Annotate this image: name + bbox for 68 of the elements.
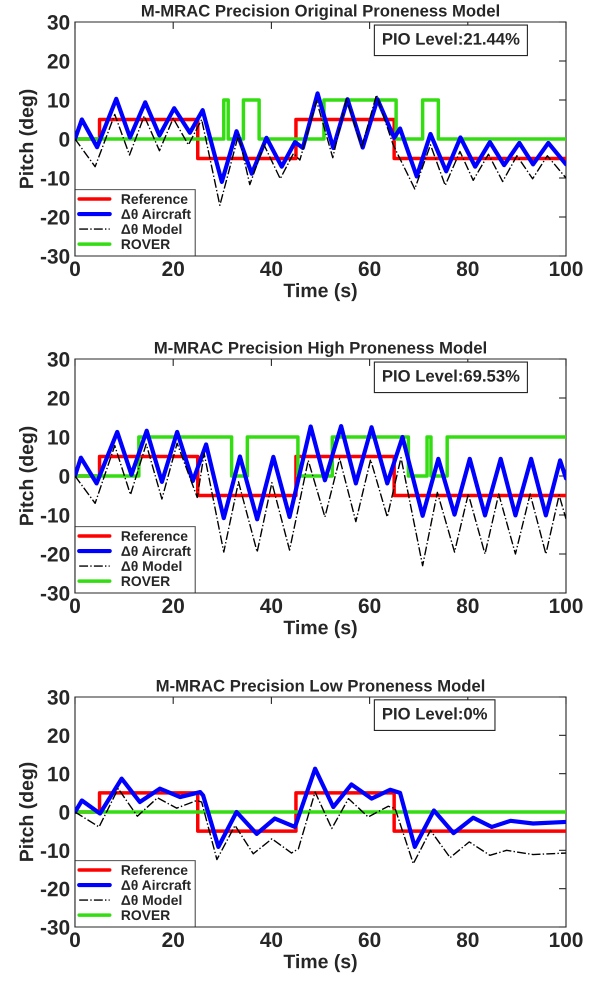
y-tick-label: -10: [40, 508, 70, 523]
x-tick-label: 80: [456, 598, 479, 614]
x-tick-label: 100: [550, 932, 583, 948]
y-tick-label: -20: [40, 210, 70, 225]
x-tick-label: 20: [162, 261, 184, 276]
line-series: [75, 788, 566, 864]
legend-label: Δθ Model: [121, 560, 182, 572]
y-tick-label: -10: [40, 171, 70, 186]
y-tick-label: 30: [47, 15, 70, 30]
y-tick-label: -10: [40, 843, 70, 858]
y-tick-label: 10: [48, 766, 70, 782]
annotation: PIO Level:0%: [382, 707, 488, 720]
legend-label: ROVER: [122, 239, 170, 250]
x-tick-label: 0: [70, 932, 80, 948]
legend-label: ROVER: [122, 576, 170, 586]
y-tick-label: 0: [59, 805, 70, 820]
line-series: [75, 94, 566, 206]
x-tick-label: 40: [260, 261, 282, 276]
line-series: [75, 766, 566, 849]
y-tick-label: -20: [40, 547, 70, 562]
y-tick-label: 0: [59, 469, 70, 484]
x-tick-label: 60: [358, 932, 380, 948]
y-tick-label: 30: [47, 352, 70, 367]
legend-label: Δθ Aircraft: [121, 880, 191, 890]
legend-label: Reference: [122, 864, 188, 875]
y-axis-title: Pitch (deg): [19, 426, 38, 525]
legend-label: Δθ Aircraft: [121, 208, 191, 220]
annotation: PIO Level:21.44%: [382, 32, 520, 45]
x-axis-title: Time (s): [284, 954, 357, 972]
x-tick-label: 100: [550, 261, 583, 276]
y-tick-label: -20: [40, 882, 70, 896]
y-tick-label: -30: [40, 249, 70, 264]
legend-label: Reference: [122, 530, 188, 541]
x-axis-title: Time (s): [284, 620, 357, 638]
x-tick-label: 20: [162, 598, 184, 614]
x-tick-label: 40: [260, 932, 282, 948]
y-axis-title: Pitch (deg): [19, 90, 38, 188]
legend-label: Reference: [122, 194, 188, 204]
chart-title: M-MRAC Precision Original Proneness Model: [142, 4, 499, 20]
y-tick-label: -30: [40, 586, 70, 601]
chart-title: M-MRAC Precision Low Proneness Model: [156, 679, 484, 692]
annotation: PIO Level:69.53%: [382, 370, 520, 382]
legend-label: Δθ Model: [121, 224, 182, 234]
legend-label: ROVER: [122, 910, 170, 920]
x-tick-label: 80: [456, 932, 479, 948]
x-tick-label: 80: [456, 261, 479, 276]
x-tick-label: 40: [260, 598, 282, 614]
y-tick-label: 20: [48, 54, 70, 69]
x-tick-label: 0: [70, 261, 80, 276]
x-tick-label: 100: [550, 598, 583, 614]
legend-label: Δθ Aircraft: [121, 546, 191, 556]
line-series: [75, 91, 566, 184]
x-tick-label: 60: [358, 598, 380, 614]
x-tick-label: 20: [162, 932, 184, 948]
y-tick-label: 10: [48, 430, 70, 445]
chart-title: M-MRAC Precision High Proneness Model: [154, 341, 486, 357]
y-tick-label: 20: [48, 728, 70, 744]
y-tick-label: 30: [47, 690, 70, 705]
y-axis-title: Pitch (deg): [19, 762, 38, 861]
y-tick-label: 10: [48, 93, 70, 108]
y-tick-label: 0: [59, 132, 70, 147]
x-axis-title: Time (s): [284, 283, 357, 302]
y-tick-label: -30: [40, 920, 70, 935]
y-tick-label: 20: [48, 391, 70, 406]
x-tick-label: 0: [70, 598, 80, 614]
x-tick-label: 60: [358, 261, 380, 276]
line-series: [75, 424, 566, 522]
legend-label: Δθ Model: [121, 894, 182, 906]
